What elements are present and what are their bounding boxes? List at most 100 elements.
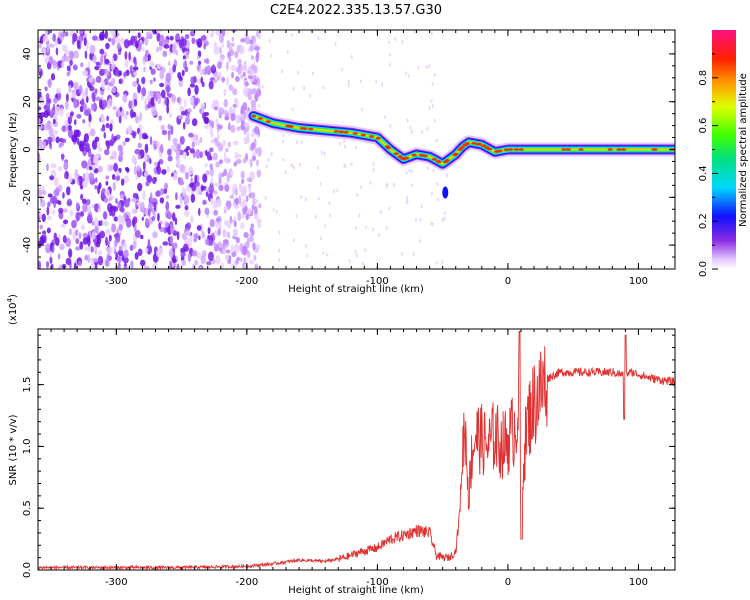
spectrogram-noise-cell <box>142 189 146 200</box>
spectrogram-noise-cell <box>109 164 114 171</box>
spectrogram-noise-cell <box>426 126 429 131</box>
spectrogram-noise-cell <box>106 246 113 255</box>
spectrogram-noise-cell <box>131 208 136 214</box>
spectrogram-noise-cell <box>92 257 99 263</box>
spectrogram-ridge-peak <box>333 130 339 133</box>
spectrogram-noise-cell <box>215 161 220 168</box>
spectrogram-noise-cell <box>83 133 89 143</box>
spectrogram-noise-cell <box>436 182 439 187</box>
spectrogram-noise-cell <box>119 150 124 157</box>
spectrogram-noise-cell <box>177 143 181 152</box>
spectrogram-ridge-peak <box>471 141 477 145</box>
spectrogram-noise-cell <box>234 204 240 210</box>
spectrogram-ridge-peak <box>308 127 314 131</box>
spectrogram-noise-cell <box>199 190 203 196</box>
spectrogram-noise-cell <box>189 96 195 104</box>
spectrogram-noise-cell <box>166 104 170 114</box>
spectrogram-noise-cell <box>88 77 94 83</box>
spectrogram-noise-cell <box>46 206 50 216</box>
spectrogram-ridge-peak <box>397 155 403 158</box>
spectrogram-noise-cell <box>153 111 158 116</box>
spectrogram-noise-cell <box>90 153 94 163</box>
spectrogram-noise-cell <box>94 177 98 183</box>
spectrogram-noise-cell <box>84 172 90 182</box>
spectrogram-noise-cell <box>230 244 234 253</box>
spectrogram-noise-cell <box>133 165 138 176</box>
spectrogram-noise-cell <box>174 217 178 226</box>
spectrogram-noise-cell <box>129 64 133 75</box>
spectrogram-noise-cell <box>227 122 231 131</box>
spectrogram-noise-cell <box>286 50 289 55</box>
spectrogram-noise-cell <box>118 78 122 84</box>
spectrogram-noise-cell <box>244 35 250 45</box>
spectrogram-noise-cell <box>92 54 97 64</box>
spectrogram-noise-cell <box>212 99 219 105</box>
spectrogram-ridge-peak <box>464 142 470 145</box>
spectrogram-noise-cell <box>212 259 216 265</box>
spectrogram-noise-cell <box>124 51 128 60</box>
spectrogram-ridge-peak <box>338 130 344 134</box>
spectrogram-noise-cell <box>428 106 431 111</box>
spectrogram-noise-cell <box>46 43 50 54</box>
spectrogram-noise-cell <box>39 224 44 230</box>
spectrogram-noise-cell <box>44 243 51 248</box>
spectrogram-noise-cell <box>94 225 99 234</box>
spectrogram-noise-cell <box>221 172 225 177</box>
spectrogram-noise-cell <box>172 212 176 222</box>
spectrogram-noise-cell <box>167 212 172 220</box>
spectrogram-noise-cell <box>186 112 190 119</box>
spectrogram-noise-cell <box>59 243 65 251</box>
spectrogram-ridge-peak <box>368 135 374 138</box>
spectrogram-noise-cell <box>149 136 153 146</box>
spectrogram-noise-cell <box>184 66 189 73</box>
spectrogram-noise-cell <box>267 157 270 162</box>
spectrogram-noise-cell <box>144 170 149 177</box>
spectrogram-noise-cell <box>144 152 148 162</box>
spectrogram-noise-cell <box>149 90 155 97</box>
spectrogram-noise-cell <box>41 46 47 56</box>
spectrogram-ridge-peak <box>457 148 463 151</box>
spectrogram-noise-cell <box>441 260 444 265</box>
spectrogram-noise-cell <box>387 40 390 45</box>
spectrogram-noise-cell <box>144 97 148 106</box>
spectrogram-noise-cell <box>94 249 98 255</box>
spectrogram-noise-cell <box>144 247 149 254</box>
spectrogram-ridge-peak <box>607 148 613 151</box>
spectrogram-noise-cell <box>58 264 63 269</box>
spectrogram-noise-cell <box>136 165 141 172</box>
spectrogram-noise-cell <box>69 59 73 66</box>
spectrogram-ridge-peak <box>257 117 263 120</box>
spectrogram-noise-cell <box>250 192 256 199</box>
spectrogram-noise-cell <box>55 88 61 94</box>
spectrogram-noise-cell <box>242 71 246 78</box>
spectrogram-noise-cell <box>200 35 207 41</box>
spectrogram-noise-cell <box>354 249 357 254</box>
spectrogram-noise-cell <box>191 37 196 45</box>
spectrogram-noise-cell <box>78 85 83 94</box>
spectrogram-noise-cell <box>180 251 186 257</box>
spectrogram-noise-cell <box>204 66 207 76</box>
spectrogram-noise-cell <box>123 212 128 219</box>
spectrogram-noise-cell <box>95 96 101 102</box>
spectrogram-noise-cell <box>99 31 105 41</box>
spectrogram-noise-cell <box>122 113 128 120</box>
spectrogram-noise-cell <box>229 170 234 177</box>
spectrogram-noise-cell <box>205 170 211 176</box>
spectrogram-noise-cell <box>144 143 149 154</box>
spectrogram-noise-cell <box>204 163 208 168</box>
spectrogram-noise-cell <box>253 254 257 261</box>
spectrogram-ytick-label: -20 <box>22 189 33 205</box>
spectrogram-noise-cell <box>147 208 151 217</box>
spectrogram-noise-cell <box>198 235 201 241</box>
spectrogram-noise-cell <box>435 261 438 266</box>
spectrogram-noise-cell <box>89 85 95 92</box>
spectrogram-noise-cell <box>190 177 193 185</box>
spectrogram-noise-cell <box>244 81 249 87</box>
spectrogram-noise-cell <box>145 217 149 226</box>
spectrogram-noise-cell <box>161 169 167 175</box>
snr-xtick-label: -100 <box>366 577 389 588</box>
spectrogram-noise-cell <box>190 215 194 224</box>
spectrogram-noise-cell <box>224 156 230 164</box>
spectrogram-noise-cell <box>344 144 347 149</box>
spectrogram-noise-cell <box>39 96 45 106</box>
